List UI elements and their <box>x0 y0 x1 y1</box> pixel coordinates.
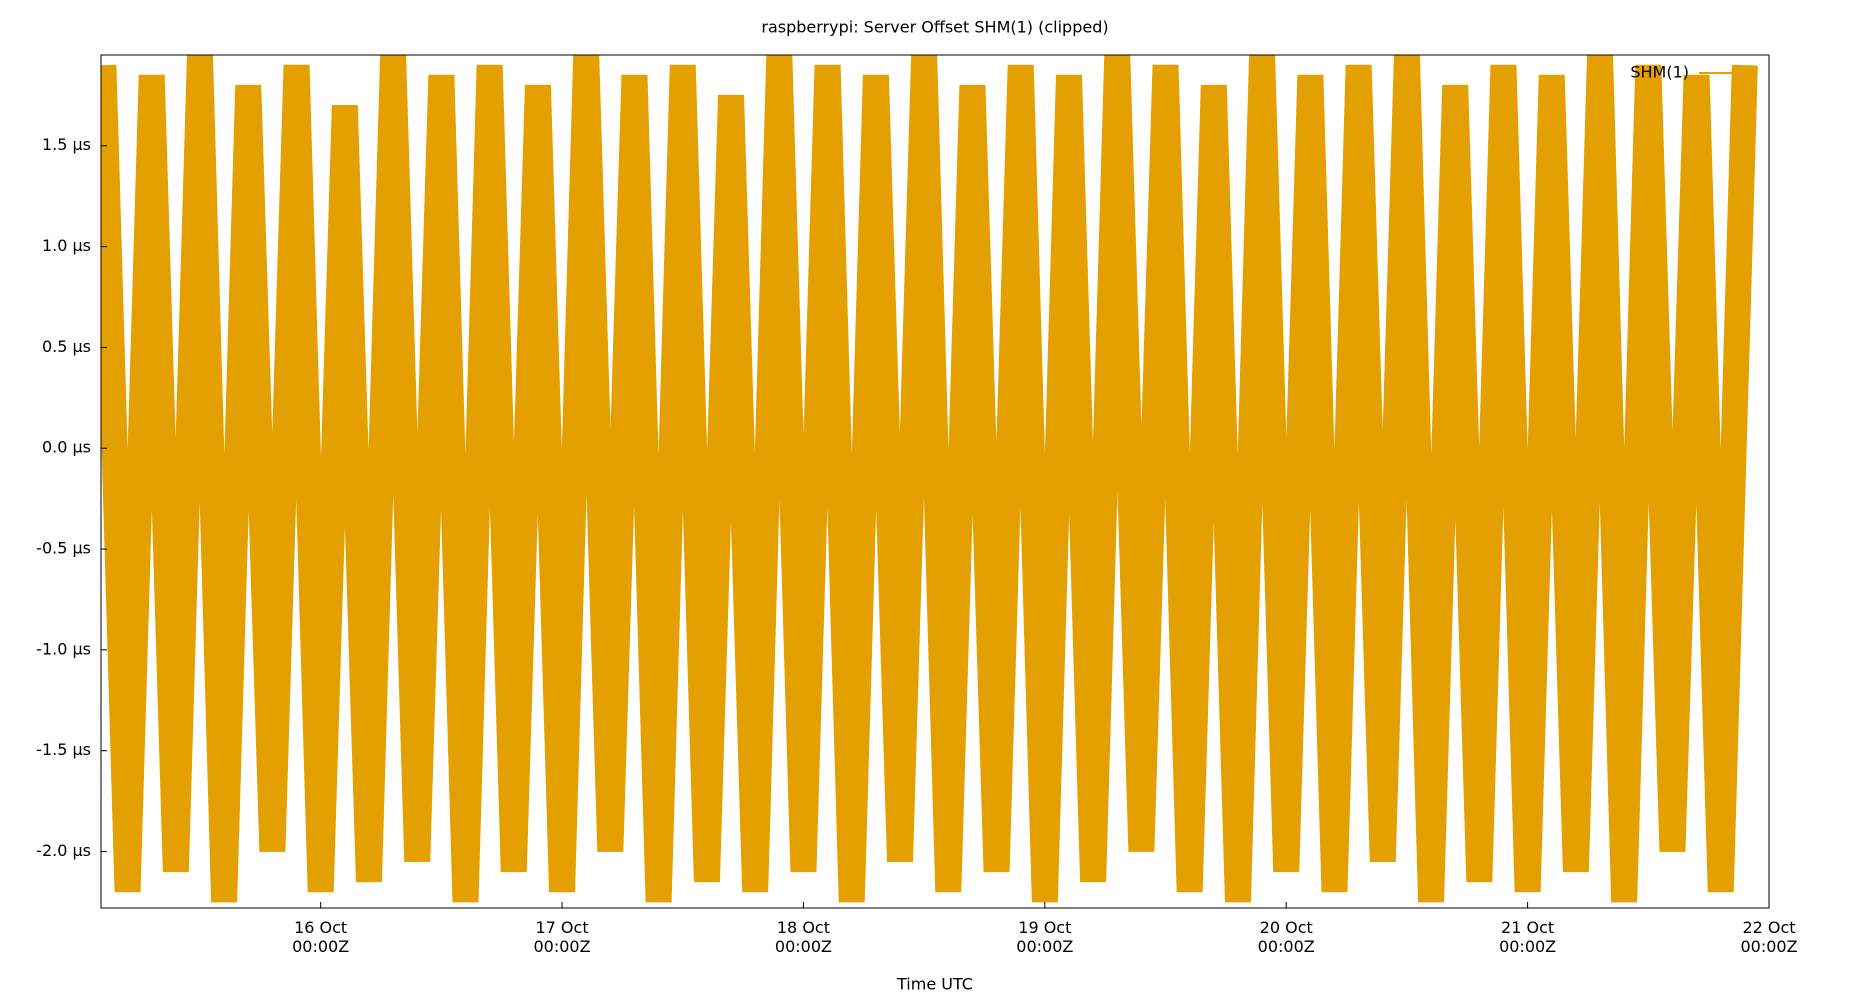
x-tick-label: 16 Oct 00:00Z <box>292 918 350 956</box>
y-tick-label: 0.5 µs <box>42 337 91 356</box>
x-tick-label: 19 Oct 00:00Z <box>1016 918 1074 956</box>
y-tick-label: 1.0 µs <box>42 236 91 255</box>
x-tick-label: 22 Oct 00:00Z <box>1740 918 1798 956</box>
y-tick-label: 1.5 µs <box>42 135 91 154</box>
y-tick-label: -1.0 µs <box>36 639 91 658</box>
x-axis-label: Time UTC <box>896 975 973 994</box>
plot-area <box>101 55 1758 903</box>
legend-label: SHM(1) <box>1630 63 1689 82</box>
x-tick-label: 20 Oct 00:00Z <box>1257 918 1315 956</box>
chart-title: raspberrypi: Server Offset SHM(1) (clipp… <box>761 18 1108 37</box>
plot-frame <box>100 54 1770 909</box>
series-line <box>101 55 1758 903</box>
y-tick-label: -2.0 µs <box>36 841 91 860</box>
x-tick-label: 21 Oct 00:00Z <box>1499 918 1557 956</box>
x-tick-label: 17 Oct 00:00Z <box>533 918 591 956</box>
y-tick-label: -1.5 µs <box>36 740 91 759</box>
x-tick-label: 18 Oct 00:00Z <box>774 918 832 956</box>
y-tick-label: -0.5 µs <box>36 539 91 558</box>
y-tick-label: 0.0 µs <box>42 438 91 457</box>
